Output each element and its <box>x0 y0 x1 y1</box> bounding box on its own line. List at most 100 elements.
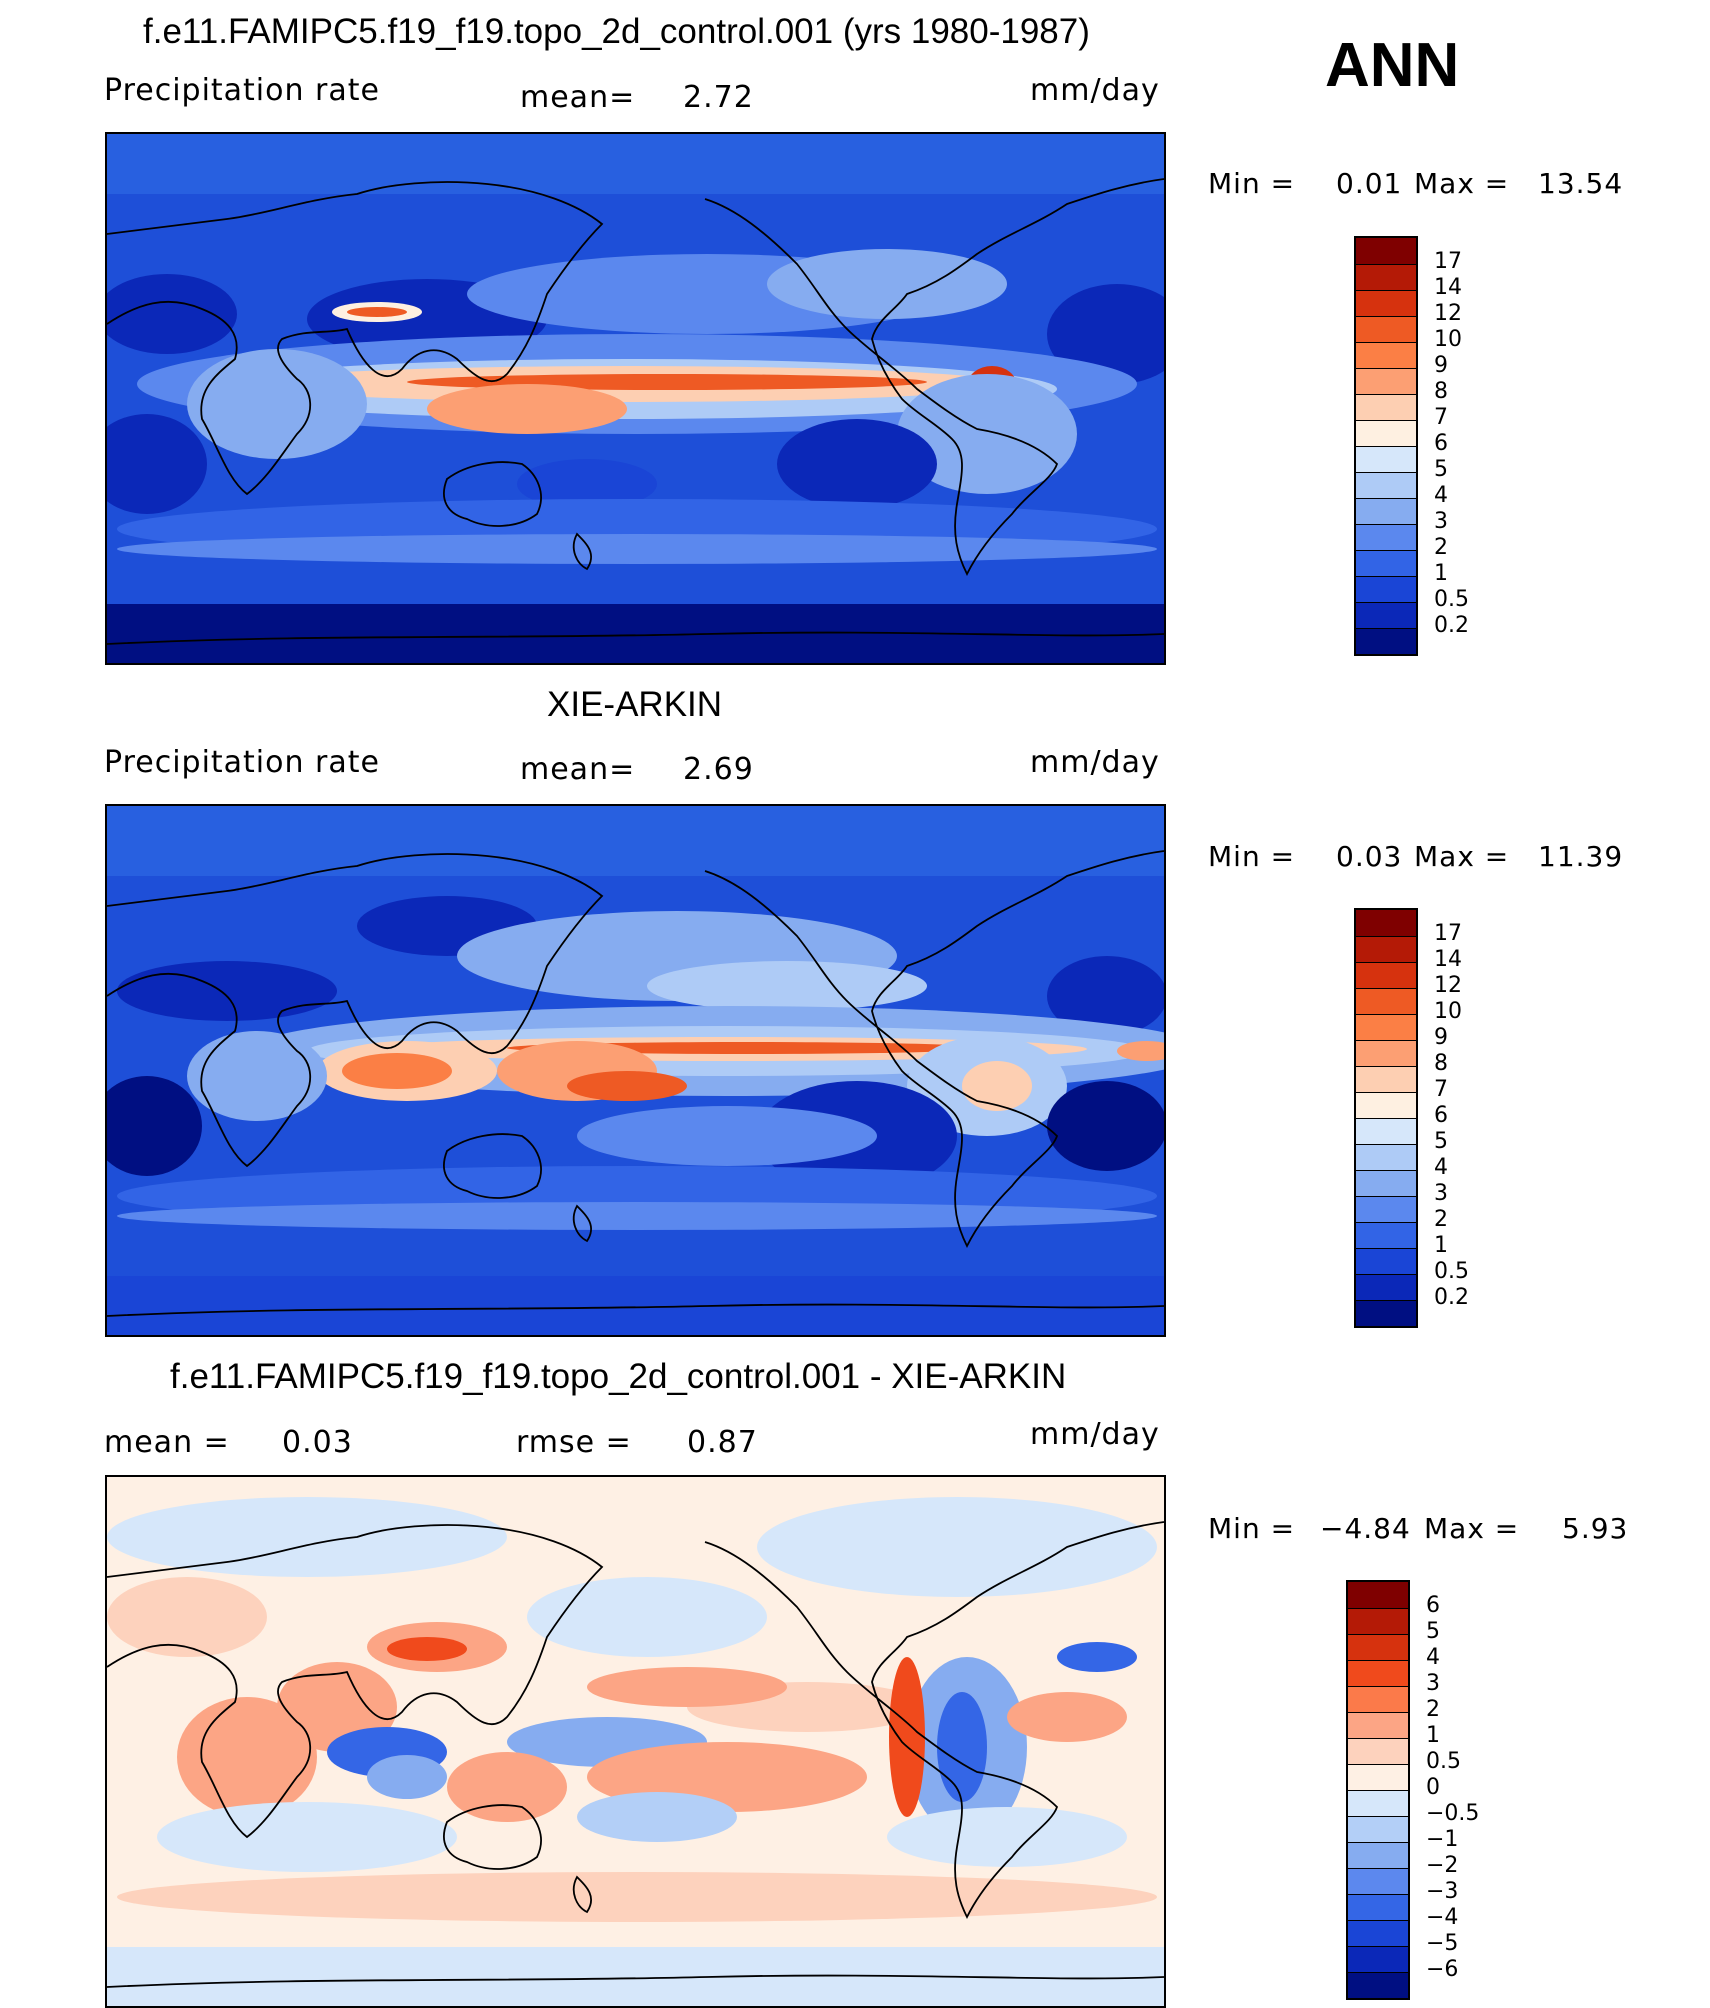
colorbar-swatch <box>1356 1222 1416 1248</box>
colorbar-swatch <box>1356 602 1416 628</box>
panel-2-precip-field <box>107 806 1164 1335</box>
colorbar-tick-label: 14 <box>1434 947 1462 972</box>
colorbar-swatch <box>1356 962 1416 988</box>
panel-2-mean-value: 2.69 <box>683 752 754 787</box>
colorbar-swatch <box>1348 1712 1408 1738</box>
colorbar-tick-label: 6 <box>1434 431 1448 456</box>
panel-2-colorbar <box>1354 908 1418 1328</box>
colorbar-tick-label: −1 <box>1426 1827 1459 1852</box>
panel-1-map <box>105 132 1166 665</box>
panel-3-rmse-label: rmse = <box>516 1425 632 1460</box>
colorbar-tick-label: 12 <box>1434 301 1462 326</box>
colorbar-tick-label: −3 <box>1426 1879 1459 1904</box>
colorbar-tick-label: 9 <box>1434 353 1448 378</box>
colorbar-tick-label: −6 <box>1426 1957 1459 1982</box>
colorbar-swatch <box>1356 524 1416 550</box>
season-label: ANN <box>1325 31 1460 100</box>
colorbar-swatch <box>1356 1014 1416 1040</box>
colorbar-tick-label: 0.5 <box>1426 1749 1461 1774</box>
colorbar-tick-label: 10 <box>1434 999 1462 1024</box>
panel-3-difference-field <box>107 1477 1164 2006</box>
colorbar-swatch <box>1356 368 1416 394</box>
panel-1-max-label: Max = <box>1414 167 1510 200</box>
colorbar-swatch <box>1356 264 1416 290</box>
colorbar-tick-label: −4 <box>1426 1905 1459 1930</box>
panel-3-max-value: 5.93 <box>1562 1512 1629 1545</box>
panel-1-min-value: 0.01 <box>1336 167 1403 200</box>
panel-3-colorbar <box>1346 1580 1410 2000</box>
colorbar-tick-label: 4 <box>1434 483 1448 508</box>
colorbar-tick-label: 1 <box>1434 561 1448 586</box>
panel-3-map <box>105 1475 1166 2008</box>
panel-3-title: f.e11.FAMIPC5.f19_f19.topo_2d_control.00… <box>170 1357 1067 1396</box>
panel-1-units: mm/day <box>1030 73 1160 108</box>
colorbar-swatch <box>1348 1920 1408 1946</box>
colorbar-swatch <box>1356 1066 1416 1092</box>
panel-1-precip-field <box>107 134 1164 663</box>
colorbar-swatch <box>1356 910 1416 936</box>
colorbar-tick-label: 0.5 <box>1434 1259 1469 1284</box>
colorbar-tick-label: 8 <box>1434 379 1448 404</box>
panel-1-min-label: Min = <box>1208 167 1296 200</box>
colorbar-swatch <box>1356 420 1416 446</box>
panel-2-max-value: 11.39 <box>1538 840 1624 873</box>
colorbar-tick-label: 12 <box>1434 973 1462 998</box>
colorbar-tick-label: 6 <box>1426 1593 1440 1618</box>
colorbar-tick-label: 17 <box>1434 921 1462 946</box>
panel-2-map <box>105 804 1166 1337</box>
colorbar-tick-label: −5 <box>1426 1931 1459 1956</box>
panel-2-coastlines <box>107 850 1164 1317</box>
colorbar-tick-label: 0 <box>1426 1775 1440 1800</box>
colorbar-tick-label: 17 <box>1434 249 1462 274</box>
colorbar-swatch <box>1356 1274 1416 1300</box>
colorbar-swatch <box>1356 1170 1416 1196</box>
panel-2-units: mm/day <box>1030 745 1160 780</box>
colorbar-swatch <box>1356 1300 1416 1326</box>
colorbar-swatch <box>1348 1894 1408 1920</box>
colorbar-tick-label: 4 <box>1426 1645 1440 1670</box>
panel-1-mean-value: 2.72 <box>683 80 754 115</box>
panel-2-mean-label: mean= <box>520 752 636 787</box>
panel-3-coastlines <box>107 1521 1164 1988</box>
colorbar-swatch <box>1348 1790 1408 1816</box>
panel-1-variable-label: Precipitation rate <box>104 73 380 108</box>
colorbar-tick-label: 5 <box>1426 1619 1440 1644</box>
panel-3-mean-value: 0.03 <box>282 1425 353 1460</box>
colorbar-swatch <box>1356 472 1416 498</box>
panel-3-min-label: Min = <box>1208 1512 1296 1545</box>
panel-1-mean-label: mean= <box>520 80 636 115</box>
colorbar-swatch <box>1356 498 1416 524</box>
colorbar-swatch <box>1348 1842 1408 1868</box>
panel-2-min-label: Min = <box>1208 840 1296 873</box>
colorbar-tick-label: −2 <box>1426 1853 1459 1878</box>
panel-2-title: XIE-ARKIN <box>547 685 723 724</box>
colorbar-tick-label: 14 <box>1434 275 1462 300</box>
colorbar-tick-label: 4 <box>1434 1155 1448 1180</box>
colorbar-swatch <box>1356 576 1416 602</box>
colorbar-tick-label: 0.2 <box>1434 613 1469 638</box>
panel-1-colorbar <box>1354 236 1418 656</box>
panel-2-variable-label: Precipitation rate <box>104 745 380 780</box>
colorbar-swatch <box>1356 550 1416 576</box>
colorbar-tick-label: 5 <box>1434 457 1448 482</box>
colorbar-swatch <box>1348 1946 1408 1972</box>
colorbar-swatch <box>1356 1196 1416 1222</box>
colorbar-tick-label: −0.5 <box>1426 1801 1480 1826</box>
colorbar-swatch <box>1356 394 1416 420</box>
colorbar-tick-label: 5 <box>1434 1129 1448 1154</box>
colorbar-tick-label: 6 <box>1434 1103 1448 1128</box>
colorbar-swatch <box>1356 446 1416 472</box>
colorbar-swatch <box>1348 1686 1408 1712</box>
colorbar-swatch <box>1356 238 1416 264</box>
colorbar-swatch <box>1348 1868 1408 1894</box>
colorbar-tick-label: 3 <box>1434 1181 1448 1206</box>
colorbar-tick-label: 3 <box>1426 1671 1440 1696</box>
colorbar-tick-label: 7 <box>1434 1077 1448 1102</box>
panel-3-mean-label: mean = <box>104 1425 230 1460</box>
panel-1-max-value: 13.54 <box>1538 167 1624 200</box>
panel-3-units: mm/day <box>1030 1417 1160 1452</box>
colorbar-swatch <box>1356 988 1416 1014</box>
colorbar-tick-label: 10 <box>1434 327 1462 352</box>
panel-1-title: f.e11.FAMIPC5.f19_f19.topo_2d_control.00… <box>143 12 1090 51</box>
colorbar-tick-label: 1 <box>1426 1723 1440 1748</box>
